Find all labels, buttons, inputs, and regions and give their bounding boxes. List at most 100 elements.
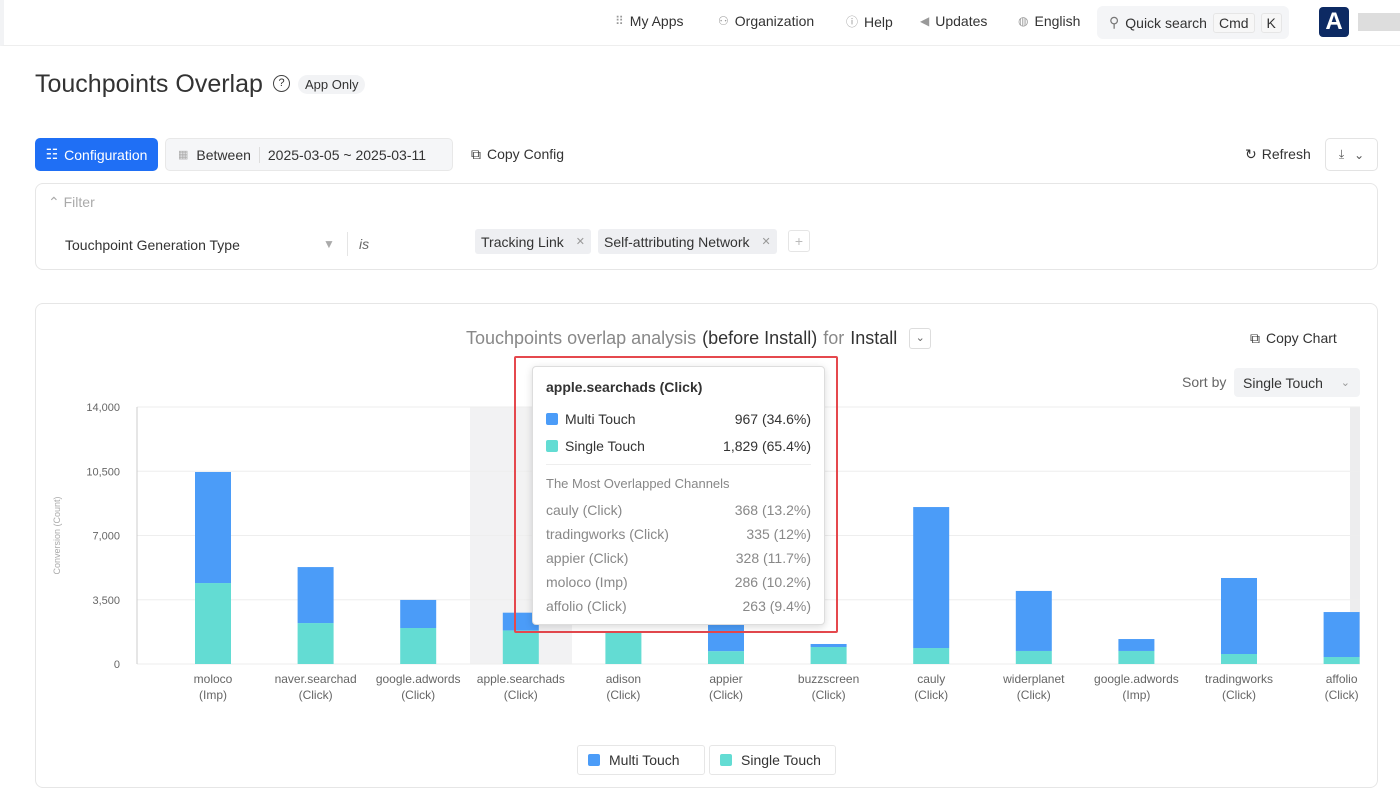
tooltip-row-multi: Multi Touch 967 (34.6%) (546, 411, 811, 427)
filter-chip: Tracking Link ✕ (475, 229, 591, 254)
configuration-label: Configuration (64, 146, 148, 163)
legend-single-touch[interactable]: Single Touch (709, 745, 836, 775)
download-button[interactable]: ⤓ ⌄ (1325, 138, 1378, 171)
megaphone-icon: ◀ (920, 14, 930, 28)
app-only-badge: App Only (298, 75, 366, 94)
organization-link[interactable]: ⚇ Organization (718, 13, 814, 29)
x-tick-label: appier (709, 672, 742, 686)
bar-multi-touch (502, 612, 539, 631)
updates-link[interactable]: ◀ Updates (920, 13, 987, 29)
x-tick-label: adison (606, 672, 641, 686)
y-tick-label: 10,500 (86, 466, 120, 478)
help-circle-icon[interactable]: ? (273, 75, 290, 92)
bar-multi-touch (810, 643, 847, 648)
refresh-button[interactable]: ↻ Refresh (1245, 146, 1311, 163)
date-range-value: 2025-03-05 ~ 2025-03-11 (267, 146, 427, 163)
globe-icon: ◍ (1018, 14, 1029, 28)
channel-name: cauly (Click) (546, 502, 623, 518)
multi-swatch (588, 754, 600, 766)
x-tick-label: (Click) (1325, 688, 1359, 702)
bar-multi-touch (195, 471, 231, 584)
grid-icon: ⠿ (615, 14, 624, 28)
sort-by-label: Sort by (1182, 374, 1227, 390)
bar-single-touch (708, 651, 744, 664)
chart-title: Touchpoints overlap analysis (before Inst… (466, 328, 932, 349)
my-apps-link[interactable]: ⠿ My Apps (615, 13, 684, 29)
search-icon: ⚲ (1109, 14, 1120, 30)
channel-value: 263 (9.4%) (742, 598, 811, 614)
filter-panel (35, 183, 1378, 270)
bar-single-touch (297, 623, 334, 664)
x-tick-label: widerplanet (1002, 672, 1065, 686)
date-range-picker[interactable]: ▦ Between 2025-03-05 ~ 2025-03-11 (165, 138, 453, 171)
filter-toggle[interactable]: ⌃ Filter (48, 194, 95, 211)
chart-tooltip: apple.searchads (Click) Multi Touch 967 (… (532, 366, 825, 625)
chip-label: Tracking Link (481, 233, 564, 250)
configuration-button[interactable]: ☷ Configuration (35, 138, 158, 171)
x-tick-label: (Click) (299, 688, 333, 702)
copy-chart-button[interactable]: ⧉ Copy Chart (1250, 330, 1337, 347)
top-bar (0, 0, 1400, 46)
single-swatch (546, 440, 558, 452)
add-filter-value-button[interactable]: + (788, 230, 810, 252)
bar-single-touch (1015, 650, 1052, 664)
funnel-icon[interactable]: ▼ (323, 237, 335, 251)
help-label: Help (864, 13, 893, 30)
copy-config-button[interactable]: ⧉ Copy Config (471, 146, 564, 163)
x-tick-label: tradingworks (1205, 672, 1273, 686)
filter-field[interactable]: Touchpoint Generation Type (65, 237, 240, 253)
x-tick-label: (Imp) (199, 688, 227, 702)
language-select[interactable]: ◍ English (1018, 13, 1080, 29)
channel-value: 328 (11.7%) (735, 550, 811, 566)
bar-multi-touch (1221, 577, 1257, 654)
channel-name: affolio (Click) (546, 598, 627, 614)
x-tick-label: (Click) (401, 688, 435, 702)
download-icon: ⤓ (1338, 147, 1345, 161)
single-swatch (720, 754, 732, 766)
channel-name: tradingworks (Click) (546, 526, 669, 542)
account-logo[interactable]: A (1319, 7, 1349, 37)
x-tick-label: (Click) (812, 688, 846, 702)
refresh-label: Refresh (1261, 146, 1311, 162)
chart-title-part: for (823, 328, 845, 348)
tooltip-value: 1,829 (65.4%) (723, 438, 811, 454)
copy-icon: ⧉ (1250, 330, 1260, 346)
filter-operator[interactable]: is (359, 236, 370, 252)
highlight-box (514, 356, 838, 633)
help-icon: ⓘ (846, 15, 859, 29)
my-apps-label: My Apps (629, 13, 684, 29)
account-name-redacted (1358, 13, 1400, 31)
chevron-down-icon: ⌄ (1354, 147, 1365, 162)
event-select-value: Install (850, 328, 898, 348)
x-tick-label: cauly (917, 672, 945, 686)
y-tick-label: 14,000 (86, 402, 120, 414)
bar-single-touch (913, 648, 950, 664)
tooltip-label: Single Touch (565, 438, 645, 454)
bar-multi-touch (1118, 639, 1155, 651)
close-icon[interactable]: ✕ (761, 236, 771, 248)
legend-multi-touch[interactable]: Multi Touch (577, 745, 705, 775)
channel-name: moloco (Imp) (546, 574, 628, 590)
legend-label: Multi Touch (609, 752, 680, 768)
tooltip-label: Multi Touch (565, 411, 636, 427)
chart-panel (35, 303, 1378, 788)
close-icon[interactable]: ✕ (575, 236, 585, 248)
event-dropdown-button[interactable]: ⌄ (909, 328, 932, 349)
x-tick-label: (Click) (1222, 688, 1256, 702)
quick-search[interactable]: ⚲ Quick search Cmd K (1097, 6, 1289, 39)
x-tick-label: apple.searchads (477, 672, 565, 686)
help-link[interactable]: ⓘ Help (846, 13, 893, 30)
x-tick-label: (Click) (914, 688, 948, 702)
language-label: English (1034, 13, 1081, 29)
y-tick-label: 3,500 (92, 595, 120, 607)
organization-label: Organization (734, 13, 815, 29)
bar-single-touch (1118, 650, 1155, 664)
sort-select[interactable]: Single Touch ⌄ (1234, 368, 1360, 397)
overlapped-channel-row: appier (Click) 328 (11.7%) (546, 550, 811, 566)
channel-name: appier (Click) (546, 550, 629, 566)
overlapped-channel-row: tradingworks (Click) 335 (12%) (546, 526, 811, 542)
bar-single-touch (502, 630, 539, 664)
tooltip-row-single: Single Touch 1,829 (65.4%) (546, 438, 811, 454)
x-tick-label: (Click) (606, 688, 640, 702)
tooltip-value: 967 (34.6%) (734, 411, 811, 427)
